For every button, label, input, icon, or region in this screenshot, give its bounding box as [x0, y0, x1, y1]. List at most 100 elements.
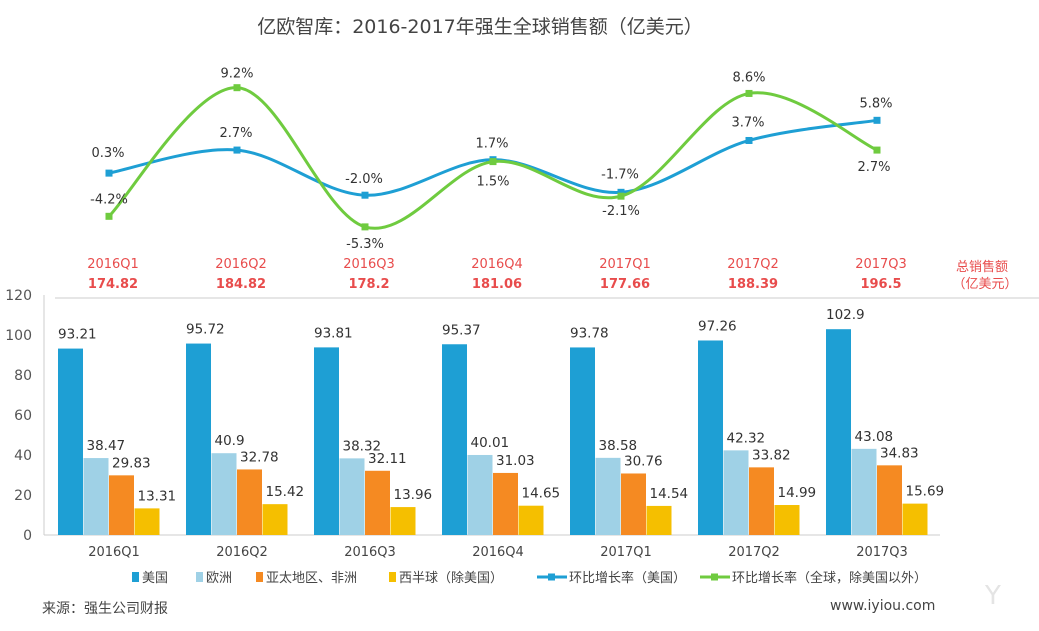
bar-2 — [83, 458, 109, 535]
website: www.iyiou.com — [830, 598, 936, 614]
line-data-label: -2.1% — [602, 204, 640, 219]
bar-4 — [646, 505, 672, 535]
legend-swatch — [389, 572, 396, 582]
bar-1 — [570, 347, 595, 535]
bar-data-label: 13.96 — [394, 487, 433, 503]
legend-label: 美国 — [142, 571, 168, 586]
bar-2 — [851, 448, 877, 535]
bar-data-label: 33.82 — [752, 447, 791, 463]
bar-data-label: 14.99 — [778, 485, 817, 501]
bar-4 — [774, 505, 800, 535]
bar-data-label: 29.83 — [112, 455, 151, 471]
bar-data-label: 32.78 — [240, 449, 279, 465]
bar-data-label: 14.54 — [650, 486, 689, 502]
line-marker — [361, 191, 369, 199]
bar-1 — [698, 340, 723, 535]
legend-label: 环比增长率（全球，除美国以外） — [732, 570, 927, 586]
line-data-label: -4.2% — [90, 192, 128, 207]
watermark-logo: Y — [985, 581, 1001, 611]
line-data-label: 9.2% — [220, 67, 253, 82]
line-data-label: 1.5% — [476, 175, 509, 190]
bar-4 — [390, 507, 416, 535]
bar-data-label: 93.81 — [314, 325, 353, 341]
bar-data-label: 38.58 — [599, 438, 638, 454]
bar-data-label: 95.37 — [442, 322, 481, 338]
bar-data-label: 32.11 — [368, 451, 407, 467]
total-sales-value: 196.5 — [860, 277, 901, 292]
source-note: 来源：强生公司财报 — [42, 601, 168, 617]
bar-2 — [467, 454, 493, 535]
total-sales-quarter: 2016Q3 — [343, 257, 395, 272]
bar-data-label: 30.76 — [624, 453, 663, 469]
line-marker — [105, 212, 113, 220]
legend-marker — [711, 573, 718, 581]
bar-data-label: 31.03 — [496, 453, 535, 469]
line-data-label: 2.7% — [857, 160, 890, 175]
line-data-label: 8.6% — [732, 70, 765, 85]
bar-1 — [186, 343, 211, 535]
total-sales-quarter: 2016Q2 — [215, 257, 267, 272]
bar-data-label: 95.72 — [186, 322, 225, 338]
x-tick-label: 2016Q4 — [472, 545, 524, 560]
x-tick-label: 2016Q1 — [88, 545, 140, 560]
legend-swatch — [196, 572, 203, 582]
y-tick-label: 20 — [14, 488, 32, 504]
bar-1 — [314, 347, 339, 535]
total-sales-value: 177.66 — [600, 277, 650, 292]
legend-swatch — [256, 572, 263, 582]
bar-data-label: 40.01 — [471, 435, 510, 451]
total-sales-quarter: 2016Q4 — [471, 257, 523, 272]
bar-2 — [211, 453, 237, 535]
line-marker — [873, 116, 881, 124]
line-marker — [105, 169, 113, 177]
bar-data-label: 15.42 — [266, 484, 305, 500]
bar-2 — [723, 450, 749, 535]
bar-data-label: 34.83 — [880, 445, 919, 461]
line-data-label: 5.8% — [859, 96, 892, 111]
line-data-label: 2.7% — [219, 126, 252, 141]
total-sales-quarter: 2017Q2 — [727, 257, 779, 272]
y-tick-label: 0 — [23, 528, 32, 544]
total-sales-value: 184.82 — [216, 277, 266, 292]
x-tick-label: 2017Q1 — [600, 545, 652, 560]
bar-1 — [58, 348, 83, 535]
bar-data-label: 43.08 — [855, 429, 894, 445]
total-sales-quarter: 2017Q1 — [599, 257, 651, 272]
line-marker — [873, 146, 881, 154]
line-marker — [617, 192, 625, 200]
bar-2 — [595, 457, 621, 535]
bar-3 — [877, 465, 902, 535]
line-data-label: 1.7% — [475, 137, 508, 152]
legend-label: 环比增长率（美国） — [569, 570, 686, 586]
bar-data-label: 38.32 — [343, 438, 382, 454]
bar-3 — [109, 475, 134, 535]
total-sales-value: 181.06 — [472, 277, 522, 292]
bar-3 — [493, 472, 518, 535]
bar-3 — [365, 470, 390, 535]
bar-4 — [262, 504, 288, 535]
bar-1 — [826, 329, 851, 535]
legend-label: 亚太地区、非洲 — [266, 571, 357, 586]
bar-3 — [237, 469, 262, 535]
x-tick-label: 2017Q2 — [728, 545, 780, 560]
y-tick-label: 80 — [14, 368, 32, 384]
bar-3 — [621, 473, 646, 535]
bar-data-label: 97.26 — [698, 318, 737, 334]
bar-data-label: 13.31 — [138, 488, 177, 504]
legend-marker — [548, 573, 555, 581]
line-marker — [745, 136, 753, 144]
x-tick-label: 2017Q3 — [856, 545, 908, 560]
line-data-label: -5.3% — [346, 237, 384, 252]
total-sales-value: 174.82 — [88, 277, 138, 292]
total-sales-quarter: 2017Q3 — [855, 257, 907, 272]
total-sales-quarter: 2016Q1 — [87, 257, 139, 272]
line-data-label: 0.3% — [91, 146, 124, 161]
line-marker — [745, 89, 753, 97]
bar-data-label: 93.78 — [570, 325, 609, 341]
line-marker — [361, 223, 369, 231]
total-sales-value: 178.2 — [348, 277, 389, 292]
x-tick-label: 2016Q2 — [216, 545, 268, 560]
bar-4 — [518, 505, 544, 535]
